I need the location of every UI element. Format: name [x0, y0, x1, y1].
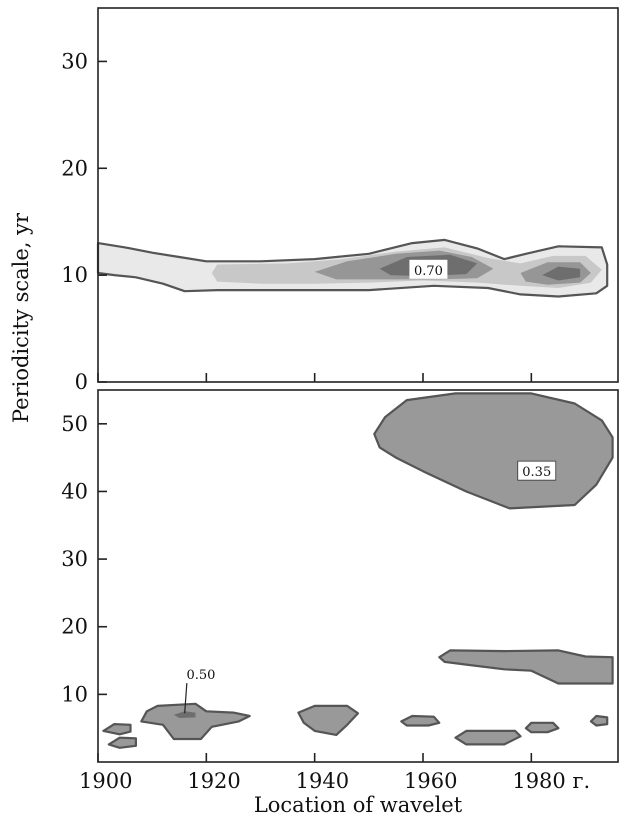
top-y-tick-label: 30	[61, 49, 88, 73]
bottom-contour-0.35-7	[102, 723, 132, 736]
bottom-annotation-label: 0.50	[186, 668, 215, 683]
bottom-contour-0.35-4	[454, 729, 522, 746]
top-annotation-box	[409, 259, 448, 279]
x-tick-label: 1960	[404, 769, 457, 793]
bottom-annotation-label: 0.35	[522, 465, 551, 480]
bottom-contour-0.35-8	[107, 736, 137, 749]
top-panel-axes: 0 10 20 30	[61, 7, 619, 394]
bottom-contour-0.35-9	[589, 714, 609, 727]
top-y-tick-label: 10	[61, 263, 88, 287]
bottom-frame	[97, 389, 619, 763]
top-plot-background	[98, 8, 618, 382]
bottom-y-tick-label: 40	[61, 479, 88, 503]
top-panel: 0.70 0 10 20 30	[61, 7, 619, 394]
bottom-contour-0.35-2	[140, 702, 251, 741]
bottom-panel-axes: 10 20 30 40 50	[61, 389, 619, 763]
bottom-contour-0.35-1	[438, 649, 614, 685]
x-tick-label: 1920	[187, 769, 240, 793]
x-tick-label: 1940	[296, 769, 349, 793]
bottom-y-tick-label: 50	[61, 412, 88, 436]
bottom-y-tick-label: 10	[61, 682, 88, 706]
top-y-tick-label: 0	[75, 370, 88, 394]
x-axis: 1900 1920 1940 1960 1980 г.	[79, 373, 590, 793]
bottom-y-tick-label: 20	[61, 615, 88, 639]
top-panel-annotations: 0.70	[409, 259, 448, 279]
top-y-tick-label: 20	[61, 156, 88, 180]
y-axis-title: Periodicity scale, yr	[9, 212, 33, 423]
x-tick-label: 1980 г.	[512, 769, 590, 793]
bottom-panel-contours	[98, 390, 618, 762]
bottom-contour-0.35-6	[524, 721, 560, 734]
top-frame	[97, 7, 619, 383]
top-annotation-label: 0.70	[414, 264, 443, 279]
bottom-contour-0.35-5	[400, 714, 441, 727]
bottom-contour-0.50-10	[173, 711, 196, 718]
x-tick-label: 1900	[79, 769, 132, 793]
bottom-annotation-box	[517, 460, 557, 481]
top-contour-dark-5	[542, 266, 581, 281]
bottom-y-tick-label: 30	[61, 547, 88, 571]
bottom-panel-annotations: 0.35 0.50	[181, 460, 557, 714]
x-axis-title: Location of wavelet	[254, 793, 463, 817]
bottom-annotation-leader	[184, 682, 188, 714]
top-panel-contours	[96, 8, 618, 382]
bottom-panel: 0.35 0.50 10 20 30 40 50	[61, 389, 619, 763]
bottom-contour-0.35-3	[297, 704, 360, 736]
bottom-annotation-box	[181, 664, 220, 684]
